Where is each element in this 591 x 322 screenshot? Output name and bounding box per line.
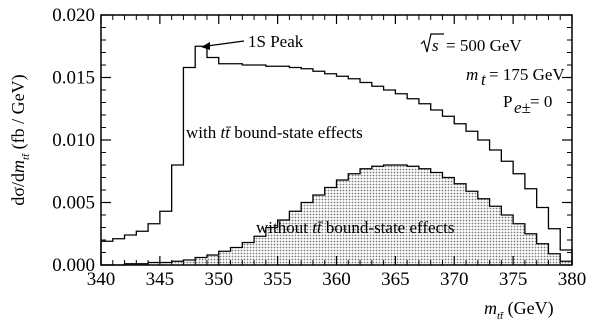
x-tick-label: 360 (322, 269, 351, 290)
peak-label: 1S Peak (248, 32, 304, 51)
x-axis-ticks: 340 345 350 355 360 365 370 375 380 (87, 15, 587, 290)
x-axis-label: mtt̄ (GeV) (484, 298, 554, 322)
x-tick-label: 345 (146, 269, 175, 290)
svg-text:P: P (503, 92, 512, 111)
series-without-line (101, 164, 573, 266)
svg-text:e±: e± (514, 98, 531, 117)
y-tick-label: 0.020 (52, 5, 95, 26)
x-tick-label: 350 (205, 269, 234, 290)
y-tick-label: 0.010 (52, 130, 95, 151)
sqrt-symbol (420, 33, 444, 53)
svg-text:m: m (466, 65, 478, 84)
series-without-fill (101, 165, 572, 265)
x-tick-label: 380 (558, 269, 587, 290)
peak-arrow-line (206, 40, 245, 47)
x-tick-label: 340 (87, 269, 116, 290)
svg-text:= 500 GeV: = 500 GeV (446, 36, 522, 55)
mt-annotation: m t = 175 GeV (466, 65, 565, 89)
label-with-bound-state: with tt̄ bound-state effects (186, 123, 363, 142)
x-tick-label: 375 (499, 269, 528, 290)
svg-text:= 175 GeV: = 175 GeV (489, 65, 565, 84)
y-axis-label: dσ/dmtt̄ (fb / GeV) (8, 74, 32, 205)
label-without-bound-state: without tt̄ bound-state effects (256, 218, 454, 237)
series-with-line (100, 45, 573, 265)
y-tick-label: 0.000 (52, 255, 95, 276)
peak-arrow-head (201, 42, 210, 50)
x-tick-label: 370 (440, 269, 469, 290)
y-axis-ticks: 0.000 0.005 0.010 0.015 0.020 (52, 5, 572, 276)
polarization-annotation: P e± = 0 (503, 92, 552, 117)
y-tick-label: 0.015 (52, 68, 95, 89)
sqrt-s-annotation: s = 500 GeV (420, 33, 522, 55)
svg-text:= 0: = 0 (530, 92, 552, 111)
x-tick-label: 355 (263, 269, 292, 290)
y-tick-label: 0.005 (52, 193, 95, 214)
svg-text:t: t (481, 70, 487, 89)
svg-text:s: s (432, 36, 439, 55)
x-tick-label: 365 (381, 269, 410, 290)
